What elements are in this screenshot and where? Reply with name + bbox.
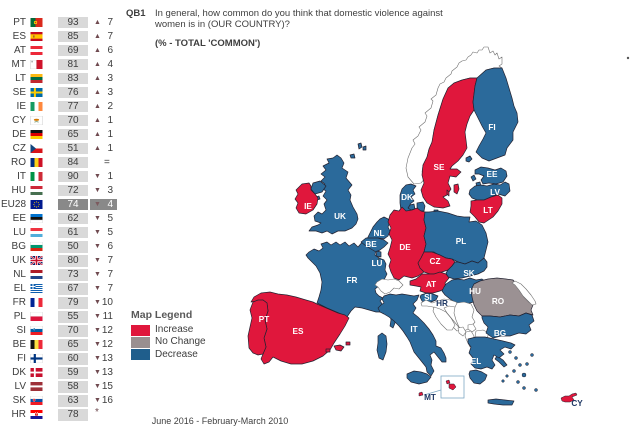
svg-text:DE: DE [399,243,411,252]
svg-text:BE: BE [365,240,377,249]
svg-text:SI: SI [424,293,432,302]
svg-text:AT: AT [426,280,436,289]
svg-text:MT: MT [424,393,436,402]
svg-text:IT: IT [410,325,417,334]
svg-text:HR: HR [436,299,448,308]
svg-text:FI: FI [488,123,495,132]
svg-text:CZ: CZ [430,257,441,266]
svg-text:NL: NL [374,229,385,238]
svg-text:UK: UK [334,212,346,221]
svg-text:SE: SE [434,163,445,172]
svg-text:ES: ES [293,327,304,336]
svg-text:PT: PT [259,315,269,324]
svg-text:DK: DK [401,193,413,202]
svg-text:HU: HU [469,287,481,296]
svg-text:PL: PL [456,237,466,246]
svg-text:BG: BG [494,329,506,338]
svg-text:EE: EE [487,170,498,179]
svg-text:EL: EL [471,357,481,366]
svg-text:FR: FR [347,276,358,285]
svg-text:SK: SK [463,269,474,278]
svg-text:LV: LV [490,188,500,197]
svg-text:RO: RO [492,297,505,306]
svg-text:CY: CY [571,399,583,408]
svg-text:LU: LU [372,259,383,268]
svg-text:LT: LT [483,206,492,215]
svg-text:IE: IE [304,202,312,211]
